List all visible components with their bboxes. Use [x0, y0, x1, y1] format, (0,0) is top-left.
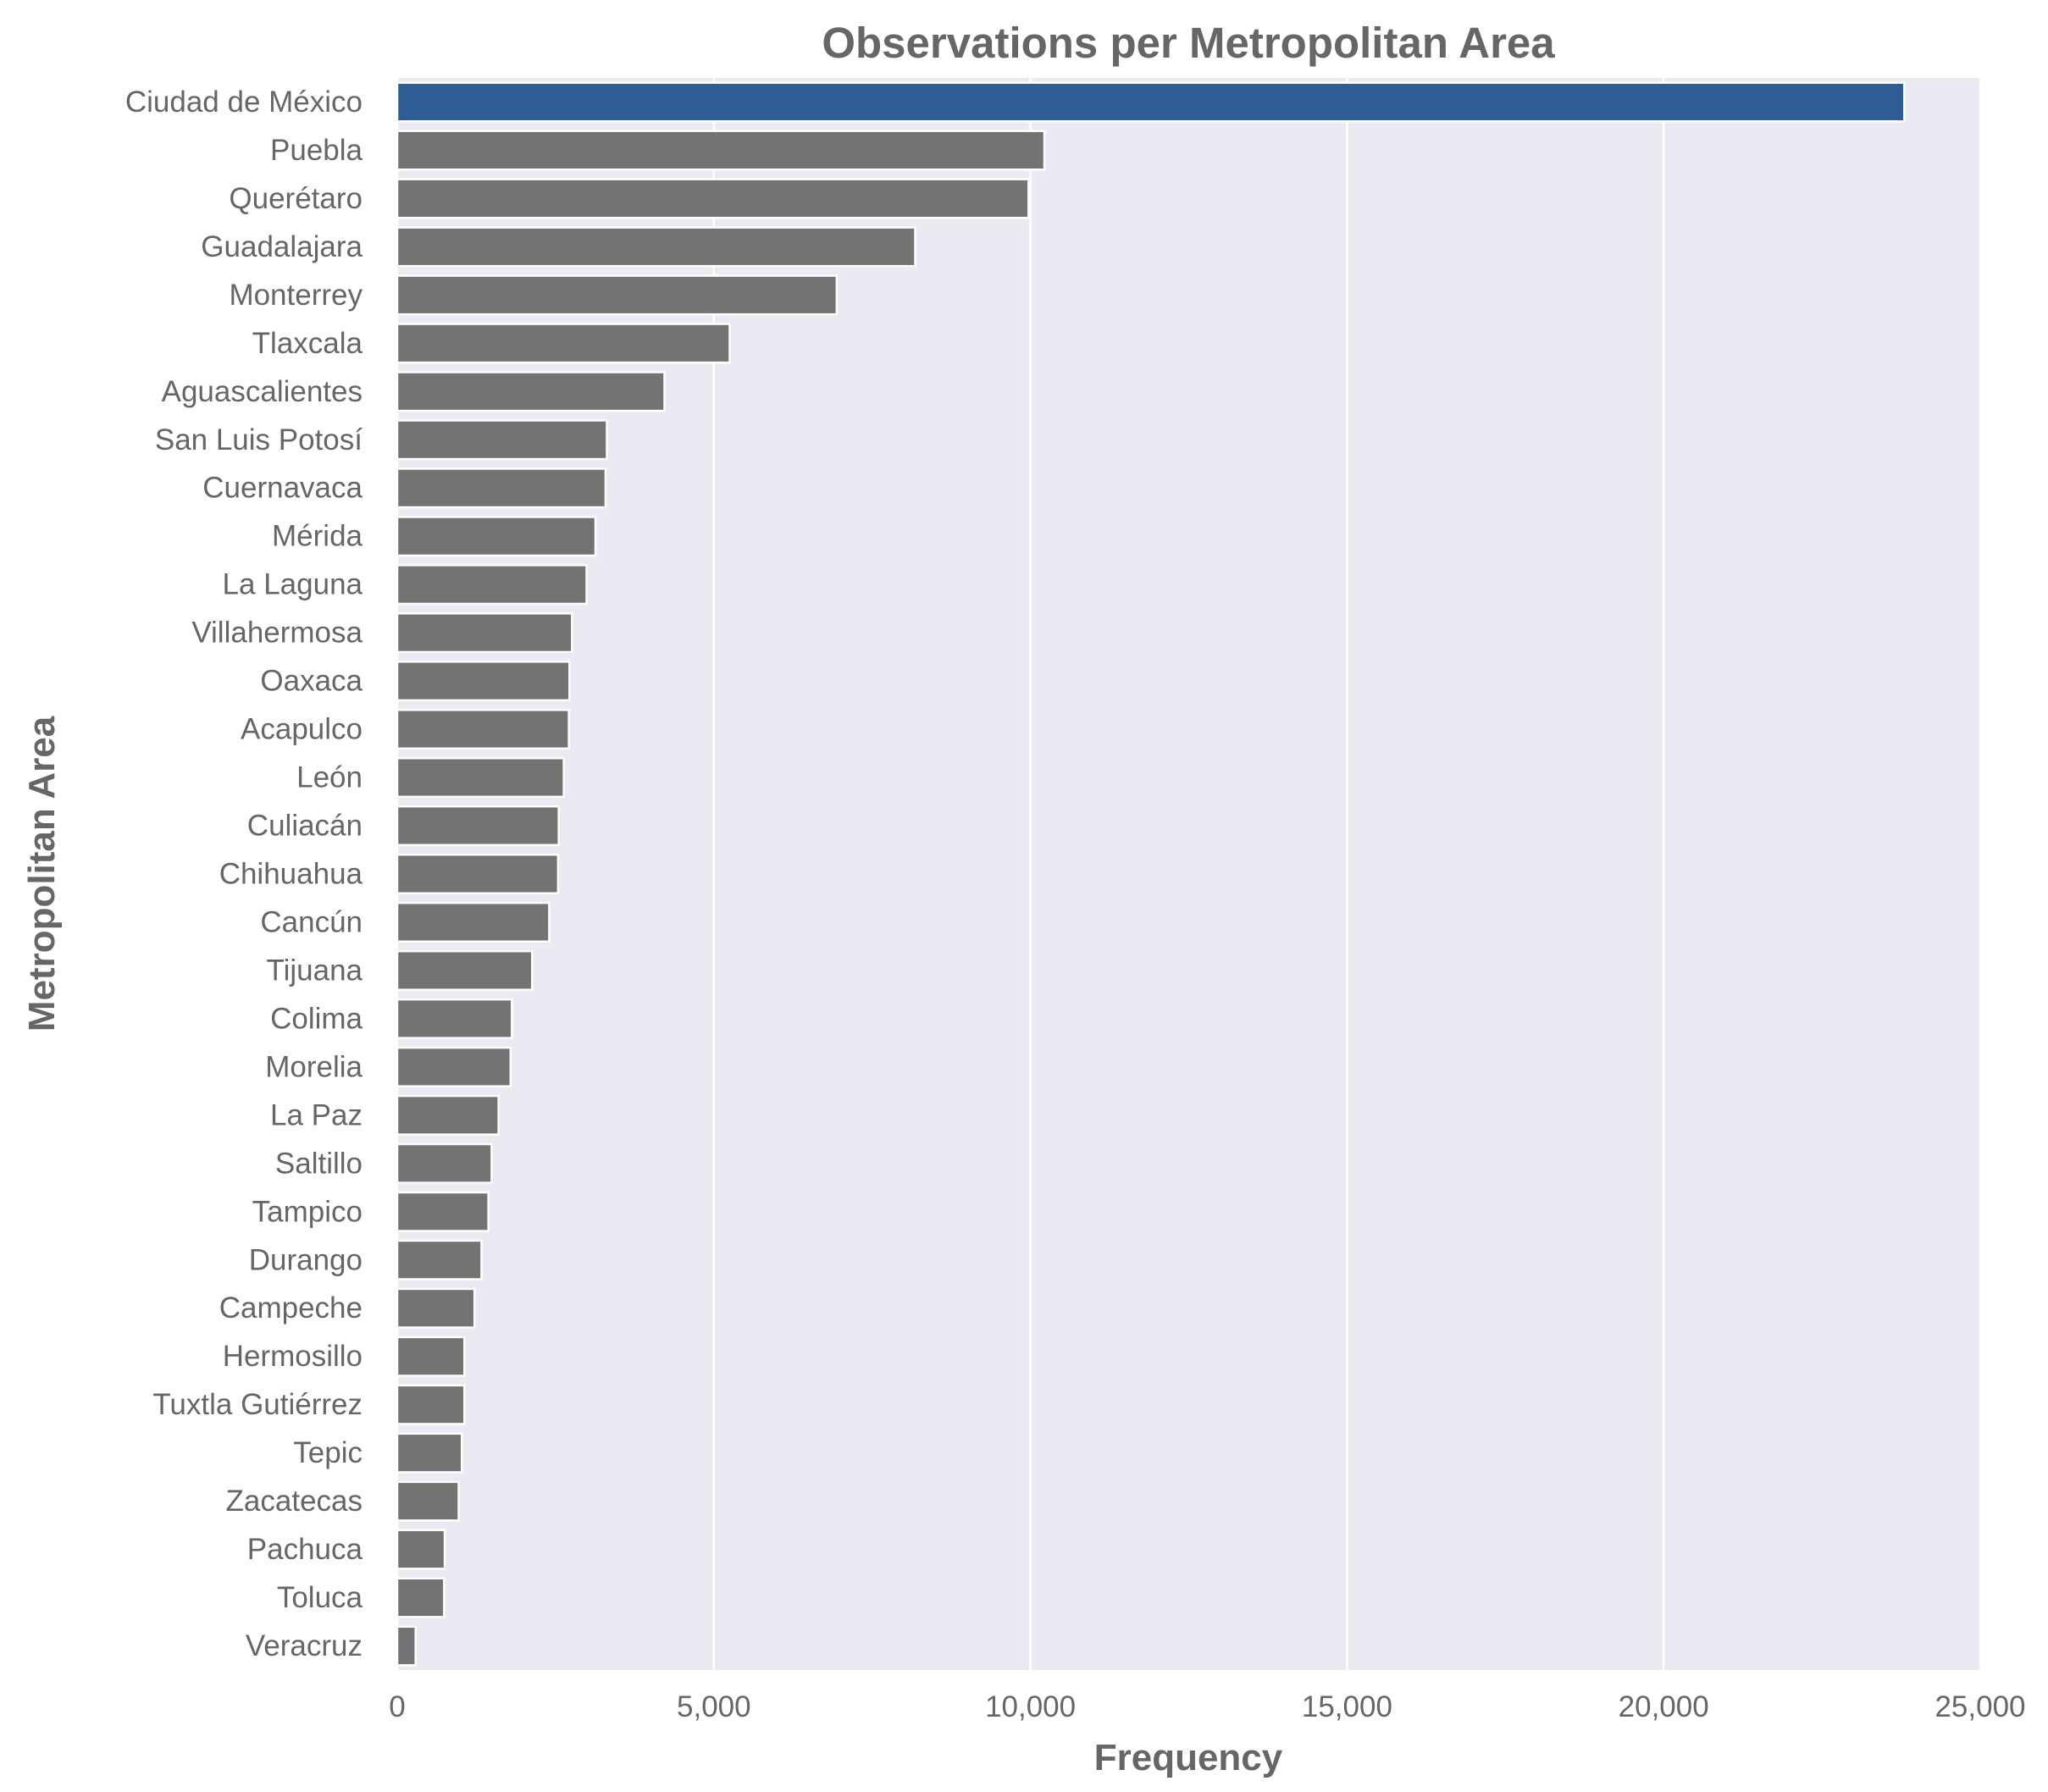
bar-morelia	[396, 1046, 512, 1087]
bar-la-laguna	[396, 564, 588, 606]
bar-aguascalientes	[396, 371, 666, 412]
y-tick-label: Pachuca	[247, 1533, 363, 1566]
x-tick-label: 0	[389, 1690, 405, 1723]
y-tick-label: Acapulco	[241, 713, 363, 746]
y-tick-label: Chihuahua	[219, 858, 363, 891]
y-tick-label: Ciudad de México	[125, 86, 363, 119]
bar-durango	[396, 1239, 483, 1280]
y-tick-label: Mérida	[272, 520, 363, 553]
x-axis-label: Frequency	[1094, 1737, 1283, 1778]
bar-villahermosa	[396, 612, 573, 654]
bar-ciudad-de-mexico	[396, 81, 1906, 123]
bar-toluca	[396, 1577, 446, 1618]
bar-chihuahua	[396, 853, 560, 895]
y-tick-label: Aguascalientes	[162, 375, 363, 408]
y-tick-label: Tepic	[293, 1436, 363, 1469]
bar-cancun	[396, 901, 551, 943]
y-tick-label: Morelia	[265, 1050, 363, 1083]
bar-tepic	[396, 1432, 463, 1474]
y-tick-label: Hermosillo	[223, 1340, 363, 1373]
bar-oaxaca	[396, 661, 571, 702]
y-tick-label: Querétaro	[229, 182, 363, 215]
y-tick-label: Tuxtla Gutiérrez	[152, 1388, 363, 1421]
y-tick-label: Colima	[270, 1002, 363, 1035]
y-tick-label: Cuernavaca	[202, 472, 363, 505]
y-tick-label: Veracruz	[246, 1629, 363, 1662]
x-tick-label: 10,000	[985, 1690, 1076, 1723]
bar-campeche	[396, 1287, 476, 1329]
y-tick-label: La Laguna	[223, 568, 363, 601]
y-tick-label: Monterrey	[229, 279, 363, 312]
bar-tampico	[396, 1191, 490, 1232]
bar-leon	[396, 757, 565, 799]
y-tick-label: Cancún	[260, 905, 363, 938]
y-tick-label: León	[296, 761, 363, 794]
y-tick-label: Tijuana	[267, 954, 363, 987]
bar-puebla	[396, 130, 1046, 171]
bar-san-luis-potosi	[396, 419, 608, 461]
chart-title: Observations per Metropolitan Area	[822, 19, 1555, 67]
bar-colima	[396, 998, 513, 1039]
y-tick-label: Durango	[249, 1243, 363, 1276]
x-tick-labels: 0 5,000 10,000 15,000 20,000 25,000	[389, 1690, 2025, 1723]
y-tick-label: Oaxaca	[260, 665, 363, 698]
x-tick-label: 15,000	[1302, 1690, 1392, 1723]
y-tick-label: Guadalajara	[201, 230, 363, 263]
plot-background	[397, 78, 1980, 1670]
y-tick-labels: Ciudad de México Puebla Querétaro Guadalaja…	[125, 86, 363, 1662]
bar-tuxtla-gutierrez	[396, 1384, 466, 1425]
y-tick-label: Tampico	[252, 1195, 363, 1228]
y-tick-label: La Paz	[270, 1098, 363, 1131]
bar-monterrey	[396, 274, 839, 316]
bar-hermosillo	[396, 1336, 466, 1377]
bar-tlaxcala	[396, 323, 731, 364]
bar-cuernavaca	[396, 467, 607, 509]
bar-guadalajara	[396, 226, 916, 268]
bars	[396, 81, 1906, 1667]
bar-tijuana	[396, 949, 534, 991]
y-tick-label: Culiacán	[247, 810, 363, 843]
y-axis-label: Metropolitan Area	[21, 716, 63, 1032]
y-tick-label: Zacatecas	[226, 1485, 363, 1518]
bar-veracruz	[396, 1625, 417, 1667]
y-tick-label: Villahermosa	[191, 617, 363, 650]
y-tick-label: San Luis Potosí	[155, 423, 363, 456]
y-tick-label: Saltillo	[275, 1147, 363, 1180]
y-tick-label: Puebla	[270, 134, 363, 167]
y-tick-label: Campeche	[219, 1291, 363, 1325]
y-tick-label: Tlaxcala	[252, 327, 363, 360]
bar-merida	[396, 516, 597, 557]
bar-zacatecas	[396, 1480, 460, 1522]
y-tick-label: Toluca	[277, 1581, 363, 1614]
bar-queretaro	[396, 178, 1030, 219]
bar-la-paz	[396, 1094, 500, 1136]
x-tick-label: 5,000	[677, 1690, 751, 1723]
x-tick-label: 20,000	[1619, 1690, 1709, 1723]
bar-pachuca	[396, 1529, 446, 1570]
bar-acapulco	[396, 709, 570, 750]
bar-saltillo	[396, 1142, 493, 1184]
x-tick-label: 25,000	[1935, 1690, 2025, 1723]
bar-culiacan	[396, 805, 560, 847]
